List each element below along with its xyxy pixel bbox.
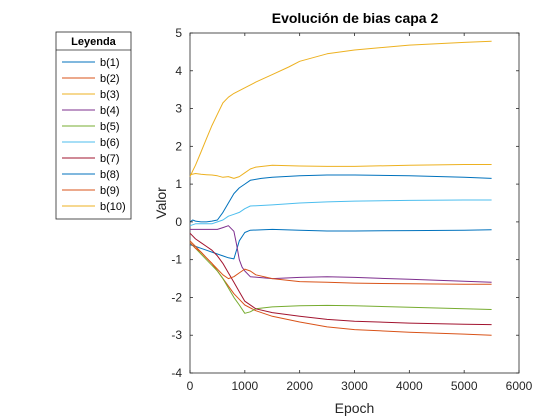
- legend-entries: b(1) b(2) b(3) b(4) b(5) b(6) b(7) b(8) b(9) b(10…: [62, 57, 126, 213]
- y-tick-label: 0: [175, 215, 182, 229]
- legend-label: b(9): [100, 185, 120, 197]
- legend-label: b(6): [100, 137, 120, 149]
- series-line-3: [189, 40, 492, 177]
- series-line-6: [189, 199, 492, 227]
- chart-title: Evolución de bias capa 2: [272, 10, 439, 26]
- y-tick-label: -1: [171, 253, 182, 267]
- x-tick-label: 4000: [396, 379, 423, 393]
- x-tick-label: 5000: [451, 379, 478, 393]
- plot-area: [189, 32, 520, 374]
- y-tick-label: -4: [171, 366, 182, 380]
- x-tick-label: 2000: [286, 379, 313, 393]
- y-tick-label: 2: [175, 139, 182, 153]
- y-tick-label: 1: [175, 177, 182, 191]
- legend-label: b(8): [100, 169, 120, 181]
- y-tick-label: 3: [175, 102, 182, 116]
- series-line-5: [189, 242, 492, 314]
- x-tick-label: 1000: [231, 379, 258, 393]
- legend-label: b(2): [100, 73, 120, 85]
- series-line-7: [189, 232, 492, 326]
- y-tick-label: 4: [175, 64, 182, 78]
- legend-title: Leyenda: [71, 36, 117, 48]
- legend-label: b(5): [100, 121, 120, 133]
- y-axis-title: Valor: [153, 187, 169, 219]
- y-tick-label: 5: [175, 26, 182, 40]
- y-tick-label: -2: [171, 290, 182, 304]
- legend-label: b(4): [100, 105, 120, 117]
- legend-label: b(3): [100, 89, 120, 101]
- y-tick-label: -3: [171, 328, 182, 342]
- series-line-9: [189, 242, 492, 285]
- series-line-4: [190, 225, 492, 283]
- series-line-1: [189, 228, 492, 260]
- x-axis-title: Epoch: [335, 400, 375, 416]
- x-tick-label: 0: [187, 379, 194, 393]
- legend-label: b(1): [100, 57, 120, 69]
- series-line-10: [189, 164, 492, 179]
- x-tick-label: 6000: [506, 379, 533, 393]
- legend-label: b(7): [100, 153, 120, 165]
- legend-label: b(10): [100, 201, 126, 213]
- x-tick-label: 3000: [341, 379, 368, 393]
- legend: Leyenda b(1) b(2) b(3) b(4) b(5) b(6) b(7) b(8)…: [55, 31, 132, 220]
- series-line-8: [189, 174, 492, 223]
- series-layer: [189, 40, 492, 336]
- ticks-layer: 0 1000 2000 3000 4000 5000 6000 -4 -3 -2 -1 0 1 2 3 4 5: [171, 26, 532, 393]
